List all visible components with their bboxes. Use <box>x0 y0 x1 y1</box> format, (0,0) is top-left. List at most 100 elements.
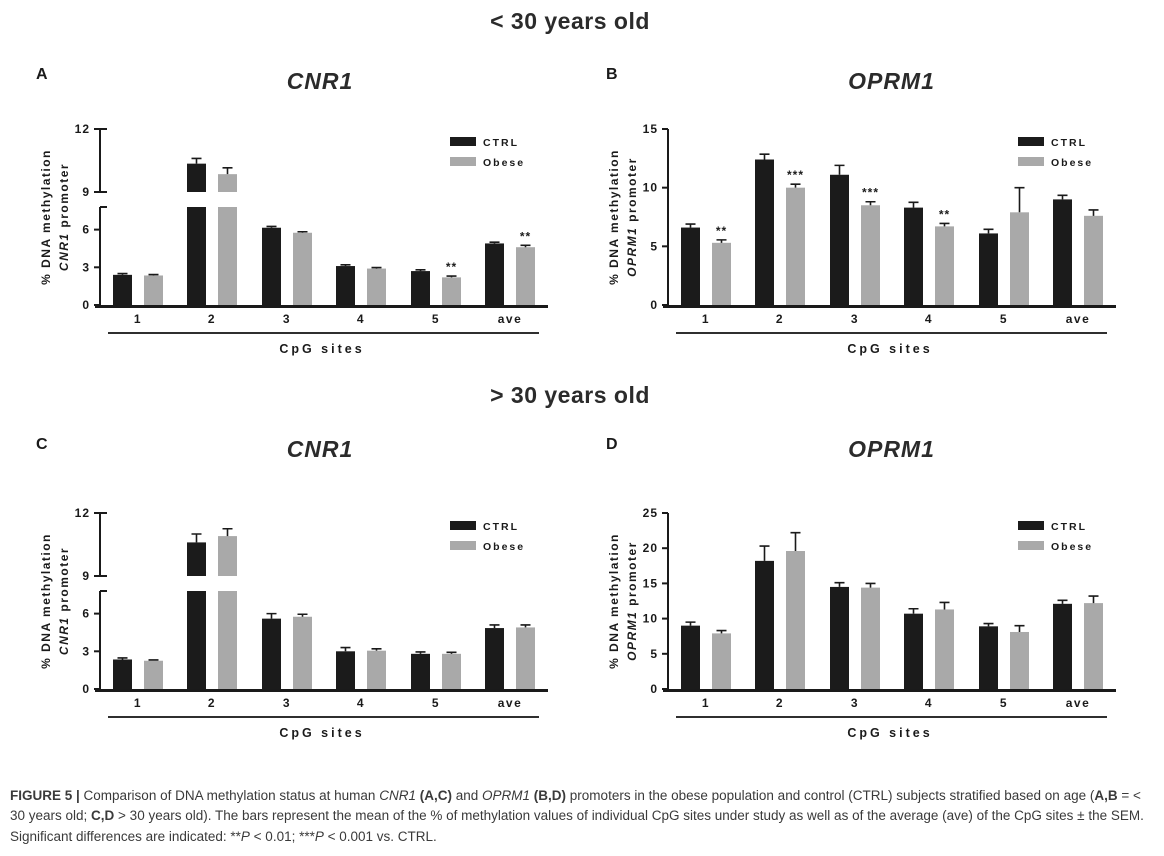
bar-obese-ave <box>1084 215 1103 306</box>
bar-obese-2-upper <box>218 536 237 576</box>
error-bar-ctrl-2 <box>191 157 202 164</box>
bar-obese-3 <box>861 587 880 690</box>
caption-segment: CNR1 <box>379 788 416 803</box>
bar-ctrl-5 <box>979 626 998 690</box>
bar-obese-ave <box>1084 603 1103 690</box>
bar-obese-5 <box>1010 212 1029 306</box>
legend-swatch-ctrl <box>450 521 476 530</box>
bar-ctrl-4 <box>336 266 355 306</box>
x-category-label: 5 <box>1000 696 1008 710</box>
x-category-label: ave <box>1066 312 1091 326</box>
error-bar-obese-ave <box>520 244 531 248</box>
error-bar-obese-1 <box>148 659 159 661</box>
error-bar-obese-3 <box>865 582 876 588</box>
x-axis-title: CpG sites <box>847 342 932 356</box>
error-bar-ctrl-1 <box>685 621 696 626</box>
bar-obese-2-lower <box>218 591 237 690</box>
x-axis-title: CpG sites <box>847 726 932 740</box>
x-axis-title: CpG sites <box>279 342 364 356</box>
bar-ctrl-4 <box>336 651 355 690</box>
bar-ctrl-2-upper <box>187 542 206 576</box>
x-category-label: 4 <box>925 696 933 710</box>
bar-ctrl-2-upper <box>187 163 206 192</box>
panel-d-chart: 0 5 10 15 20 25 1 2 3 4 5 ave CpG sites % DNA methyla… <box>607 506 1116 740</box>
bar-ctrl-1 <box>113 659 132 690</box>
bar-obese-5 <box>442 653 461 690</box>
panel-d-gene-title: OPRM1 <box>848 436 935 462</box>
legend-swatch-obese <box>450 157 476 166</box>
error-bar-ctrl-ave <box>489 241 500 244</box>
bar-ctrl-2-lower <box>187 591 206 690</box>
x-category-label: 5 <box>1000 312 1008 326</box>
legend-label-obese: Obese <box>483 541 525 553</box>
panel-b-gene-title: OPRM1 <box>848 68 935 94</box>
error-bar-ctrl-5 <box>983 622 994 627</box>
error-bar-obese-2 <box>222 167 233 175</box>
x-category-label: 4 <box>925 312 933 326</box>
y-tick-label: 0 <box>82 682 90 696</box>
y-tick-label: 6 <box>82 607 90 621</box>
y-axis-title-line1: % DNA methylation <box>39 149 53 285</box>
x-category-label: 5 <box>432 312 440 326</box>
significance-asterisks: ** <box>446 260 457 274</box>
bar-obese-2 <box>786 551 805 690</box>
x-axis-title: CpG sites <box>279 726 364 740</box>
caption-segment: Comparison of DNA methylation status at … <box>83 788 380 803</box>
error-bar-obese-5 <box>1014 624 1025 632</box>
significance-asterisks: ** <box>520 229 531 243</box>
bar-ctrl-3 <box>262 618 281 690</box>
bar-obese-1 <box>144 275 163 306</box>
legend-swatch-ctrl <box>1018 521 1044 530</box>
error-bar-obese-5 <box>446 275 457 278</box>
legend-swatch-ctrl <box>1018 137 1044 146</box>
error-bar-obese-1 <box>716 239 727 243</box>
panel-label-d: D <box>606 436 618 453</box>
bar-obese-2 <box>786 187 805 306</box>
y-tick-label: 5 <box>650 239 658 253</box>
x-category-label: 4 <box>357 696 365 710</box>
legend-swatch-obese <box>1018 541 1044 550</box>
error-bar-ctrl-3 <box>266 225 277 228</box>
caption-segment: P <box>314 828 324 844</box>
error-bar-ctrl-1 <box>685 223 696 228</box>
bar-obese-ave <box>516 627 535 690</box>
legend-swatch-obese <box>1018 157 1044 166</box>
error-bar-ctrl-4 <box>340 263 351 267</box>
error-bar-ctrl-ave <box>489 624 500 629</box>
error-bar-ctrl-3 <box>266 612 277 619</box>
y-tick-label: 25 <box>643 506 658 520</box>
y-axis-title-line2: OPRM1 promoter <box>625 157 639 277</box>
panel-a-gene-title: CNR1 <box>286 68 354 94</box>
error-bar-obese-5 <box>1014 186 1025 213</box>
y-tick-label: 9 <box>82 569 90 583</box>
bar-obese-2-lower <box>218 207 237 306</box>
bar-ctrl-ave <box>1053 199 1072 306</box>
error-bar-obese-ave <box>1088 209 1099 216</box>
x-category-label: ave <box>498 696 523 710</box>
bar-ctrl-1 <box>113 274 132 306</box>
x-category-label: 3 <box>283 696 291 710</box>
bar-obese-2-upper <box>218 174 237 192</box>
legend-label-ctrl: CTRL <box>1051 137 1087 149</box>
error-bar-obese-2 <box>790 531 801 552</box>
error-bar-obese-1 <box>716 629 727 634</box>
bar-obese-3 <box>861 205 880 306</box>
caption-segment: promoters in the obese population and co… <box>566 788 1095 803</box>
error-bar-obese-ave <box>1088 595 1099 604</box>
bar-ctrl-2-lower <box>187 207 206 306</box>
error-bar-ctrl-4 <box>908 607 919 614</box>
caption-segment: FIGURE 5 | <box>10 788 84 803</box>
error-bar-ctrl-1 <box>117 272 128 275</box>
significance-asterisks: ** <box>716 224 727 238</box>
y-tick-label: 15 <box>643 576 658 590</box>
error-bar-obese-5 <box>446 651 457 654</box>
bar-ctrl-5 <box>411 653 430 690</box>
bar-ctrl-1 <box>681 227 700 306</box>
error-bar-obese-4 <box>371 647 382 651</box>
y-axis-title-line2: OPRM1 promoter <box>625 541 639 661</box>
error-bar-obese-ave <box>520 624 531 628</box>
error-bar-ctrl-2 <box>191 533 202 543</box>
y-tick-label: 3 <box>82 260 90 274</box>
